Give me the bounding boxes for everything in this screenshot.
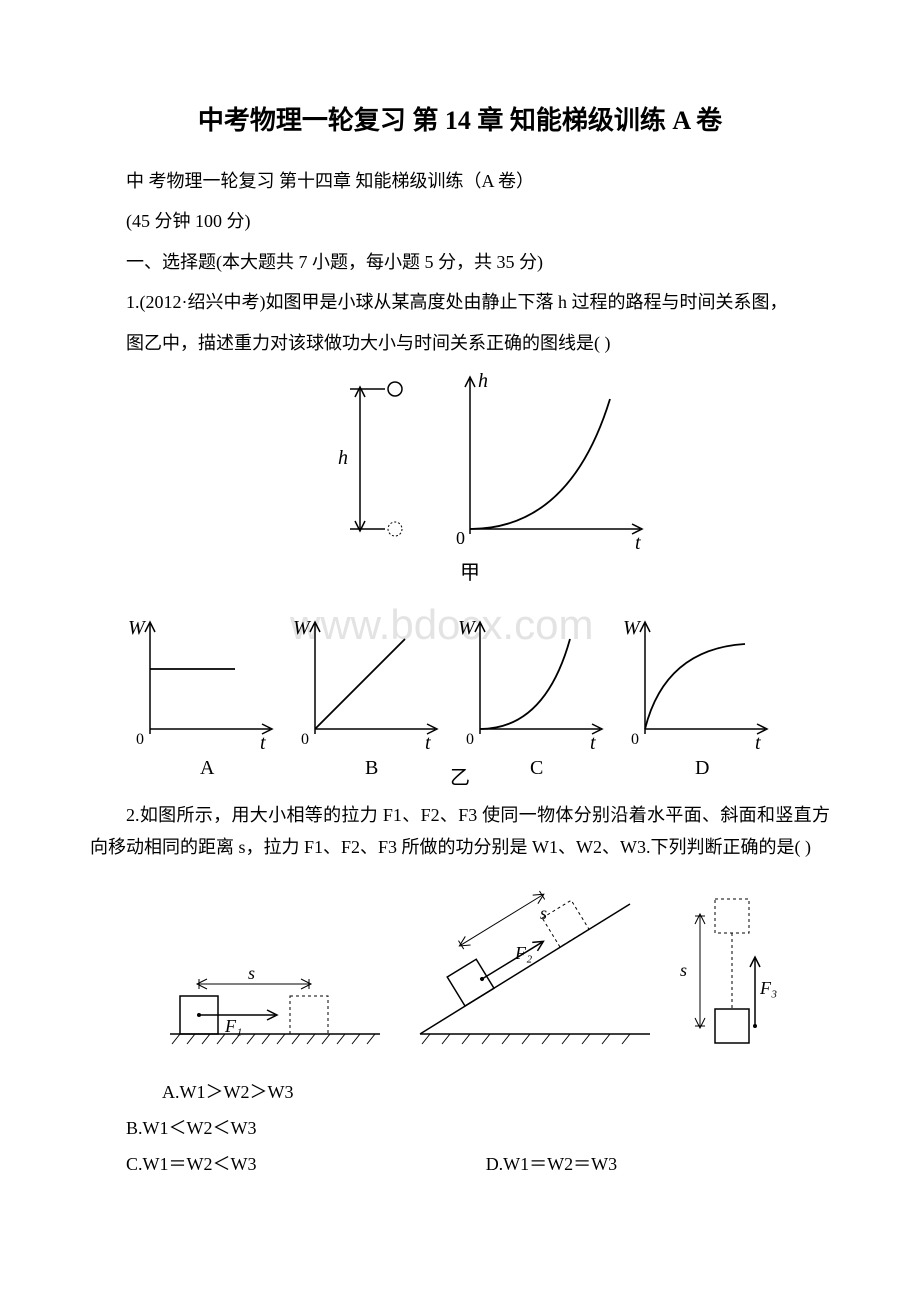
panel-c-ylabel: W bbox=[458, 617, 477, 639]
figure-yi: www.bdocx.com W 0 t A W 0 t B bbox=[90, 599, 830, 789]
label-t-jia: t bbox=[635, 532, 641, 554]
panel-c-xlabel: t bbox=[590, 732, 596, 754]
label-0-jia: 0 bbox=[456, 528, 465, 548]
time-info: (45 分钟 100 分) bbox=[90, 205, 830, 237]
panel-d-label: D bbox=[695, 757, 709, 779]
label-h-axis: h bbox=[478, 370, 488, 392]
label-jia: 甲 bbox=[460, 562, 480, 584]
panel-b-label: B bbox=[365, 757, 378, 779]
q2-opt-c: C.W1＝W2＜W3 bbox=[90, 1146, 445, 1182]
label-h-left: h bbox=[338, 447, 348, 469]
panel-c-label: C bbox=[530, 757, 543, 779]
panel-a-xlabel: t bbox=[260, 732, 266, 754]
q2-options: A.W1＞W2＞W3 B.W1＜W2＜W3 C.W1＝W2＜W3 D.W1＝W2… bbox=[90, 1074, 830, 1182]
panel-a-ylabel: W bbox=[128, 617, 147, 639]
panel-a-0: 0 bbox=[136, 731, 144, 748]
label-yi: 乙 bbox=[450, 767, 470, 789]
panel-c-0: 0 bbox=[466, 731, 474, 748]
label-s1: s bbox=[248, 963, 255, 983]
figure-jia: h h 0 t 甲 bbox=[90, 369, 830, 589]
figure-q2: F₁ s bbox=[90, 874, 830, 1064]
panel-d-xlabel: t bbox=[755, 732, 761, 754]
panel-b-0: 0 bbox=[301, 731, 309, 748]
panel-b-ylabel: W bbox=[293, 617, 312, 639]
label-f2: F₂ bbox=[514, 943, 532, 963]
q2-stem: 2.如图所示，用大小相等的拉力 F1、F2、F3 使同一物体分别沿着水平面、斜面… bbox=[90, 799, 830, 864]
label-s3: s bbox=[680, 960, 687, 980]
panel-a-label: A bbox=[200, 757, 215, 779]
panel-d-0: 0 bbox=[631, 731, 639, 748]
panel-b-xlabel: t bbox=[425, 732, 431, 754]
q2-opt-a: A.W1＞W2＞W3 bbox=[126, 1074, 481, 1110]
q2-opt-b: B.W1＜W2＜W3 bbox=[90, 1110, 445, 1146]
label-f1: F₁ bbox=[224, 1016, 242, 1036]
watermark-text: www.bdocx.com bbox=[289, 601, 593, 648]
label-s2: s bbox=[540, 903, 547, 923]
q2-opt-d: D.W1＝W2＝W3 bbox=[450, 1146, 805, 1182]
section-1-heading: 一、选择题(本大题共 7 小题，每小题 5 分，共 35 分) bbox=[90, 246, 830, 278]
label-f3: F₃ bbox=[759, 978, 777, 998]
subtitle: 中 考物理一轮复习 第十四章 知能梯级训练（A 卷） bbox=[90, 165, 830, 197]
panel-d-ylabel: W bbox=[623, 617, 642, 639]
main-title: 中考物理一轮复习 第 14 章 知能梯级训练 A 卷 bbox=[90, 100, 830, 137]
q1-stem-1: 1.(2012·绍兴中考)如图甲是小球从某高度处由静止下落 h 过程的路程与时间… bbox=[90, 286, 830, 318]
q1-stem-2: 图乙中，描述重力对该球做功大小与时间关系正确的图线是( ) bbox=[90, 327, 830, 359]
